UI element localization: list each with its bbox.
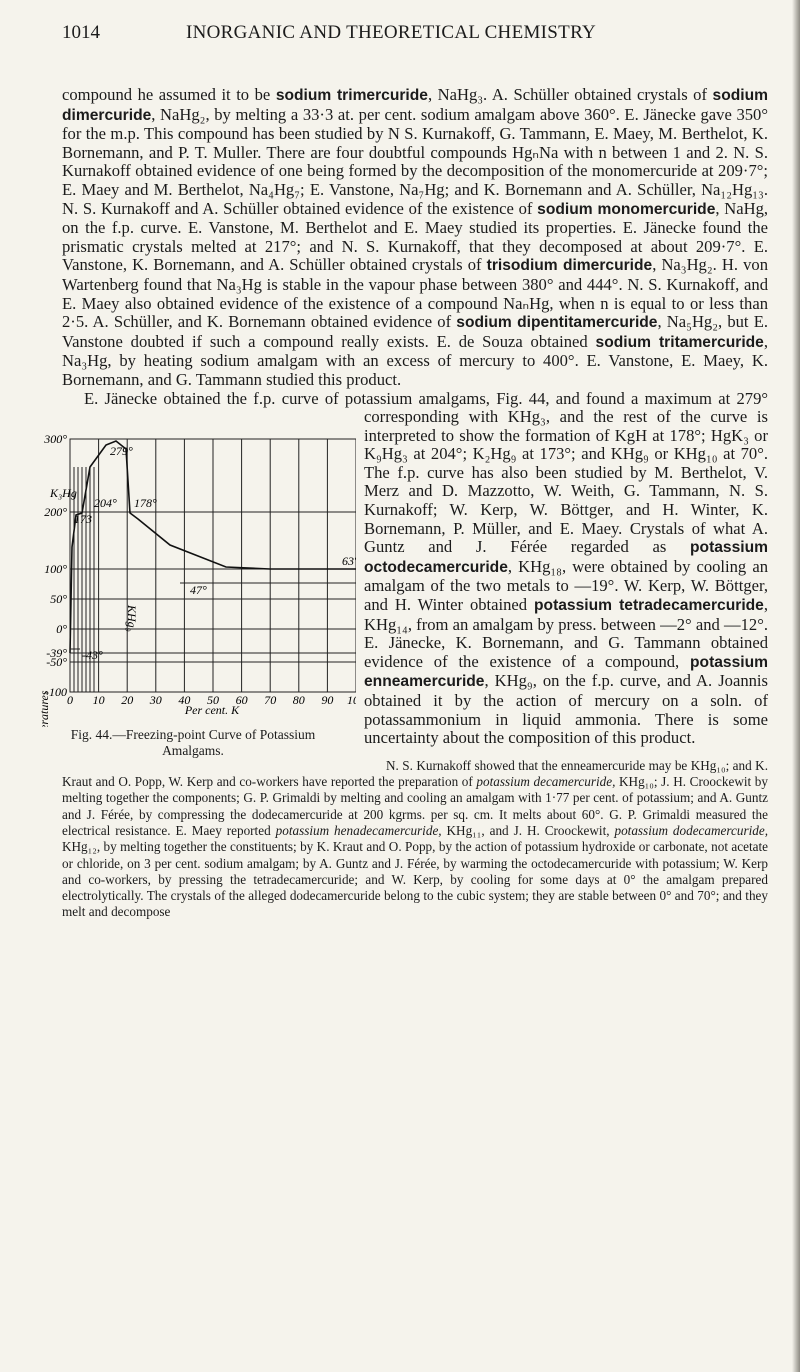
x-tick-label: 90 <box>321 693 333 707</box>
text-run: KHg₁₂, by melting together the constitue… <box>62 839 768 920</box>
compound-name: potassium tetradecamercuride <box>534 597 764 615</box>
compound-name: trisodium dimercuride <box>486 257 653 275</box>
text-run: KHg₁₀; J. H. Croockewit by melting toget… <box>62 774 768 838</box>
x-tick-label: 10 <box>93 693 105 707</box>
compound-name: sodium monomercuride <box>537 200 716 218</box>
header: 1014 INORGANIC AND THEORETICAL CHEMISTRY <box>62 22 768 46</box>
x-tick-label: 60 <box>236 693 248 707</box>
x-tick-label: 80 <box>293 693 305 707</box>
annotation: KHg₉ <box>125 604 139 632</box>
paragraph: compound he assumed it to be sodium trim… <box>62 85 769 390</box>
compound-name: sodium dimercuride <box>62 87 768 124</box>
annotation: K₃Hg <box>49 486 77 500</box>
compound-name: potassium decamercuride, <box>476 774 616 790</box>
figure: Temperatures Per cent. K 300° 200° 100° 50°… <box>30 427 356 759</box>
freezing-curve <box>69 439 356 653</box>
text-run: , Na₃Hg, by heating sodium amalgam with … <box>62 331 769 389</box>
x-tick-label: 30 <box>149 693 162 707</box>
text-run: , KHg₁₈, were obtained by cooling an ama… <box>364 556 768 615</box>
running-title: INORGANIC AND THEORETICAL CHEMISTRY <box>186 22 597 43</box>
compound-name: potassium enneamercuride <box>364 653 768 691</box>
y-tick-label: -39° <box>46 646 67 660</box>
annotation: 279° <box>110 444 133 458</box>
x-tick-label: 100 <box>347 693 356 707</box>
y-tick-label: -50° <box>46 655 67 669</box>
compound-name: potassium dodecamercuride, <box>614 822 769 838</box>
x-tick-label: 20 <box>121 693 133 707</box>
text-run: N. S. Kurnakoff showed that the enneamer… <box>62 757 768 790</box>
compound-name: sodium tritamercuride <box>595 333 764 351</box>
scan-edge <box>792 0 800 1372</box>
annotation: 63° <box>342 554 356 568</box>
annotation: 204° <box>94 496 117 510</box>
footnote: N. S. Kurnakoff showed that the enneamer… <box>62 758 768 921</box>
annotation: -43° <box>82 648 103 662</box>
text-run: , NaHg₃. A. Schüller obtained crystals o… <box>427 85 713 104</box>
x-axis-label: Per cent. K <box>184 703 240 717</box>
y-axis-label: Temperatures <box>37 690 51 727</box>
y-tick-label: 100° <box>44 562 67 576</box>
text-run: , KHg₉, on the f.p. curve, and A. Joanni… <box>364 671 768 748</box>
text-run: KHg₁₁, and J. H. Croockewit, <box>441 822 615 838</box>
x-tick-label: 70 <box>264 693 276 707</box>
page-number: 1014 <box>62 22 100 43</box>
x-tick-label: 0 <box>67 693 73 707</box>
compound-name: potassium henadecamercuride, <box>275 822 442 838</box>
text-run: , NaHg, on the f.p. curve. E. Vanstone, … <box>62 198 769 275</box>
y-tick-label: 200° <box>44 505 67 519</box>
annotation: 47° <box>190 583 207 597</box>
x-tick-label: 40 <box>178 693 190 707</box>
y-tick-label: 300° <box>43 432 67 446</box>
y-tick-label: 0° <box>56 622 67 636</box>
text-body: compound he assumed it to be sodium trim… <box>37 85 769 921</box>
text-run: compound he assumed it to be <box>62 85 276 104</box>
y-tick-label: 50° <box>50 592 67 606</box>
text-run: , KHg₁₄, from an amalgam by press. betwe… <box>364 595 769 671</box>
text-run: , Na₅Hg₂, but E. Vanstone doubted if suc… <box>62 312 768 351</box>
compound-name: potassium octodecamercuride <box>364 539 768 576</box>
compound-name: sodium dipentitamercuride <box>456 314 658 332</box>
text-run: , Na₃Hg₂. H. von Wartenberg found that N… <box>62 255 768 332</box>
compound-name: sodium trimercuride <box>275 87 428 104</box>
figure-caption: Fig. 44.—Freezing-point Curve of Potassi… <box>70 726 316 758</box>
annotation: 178° <box>134 496 157 510</box>
text-run: , NaHg₂, by melting a 33·3 at. per cent.… <box>62 104 768 218</box>
y-tick-label: -100 <box>45 685 67 699</box>
figure-diagram: Temperatures Per cent. K 300°200°100°50°… <box>37 432 356 727</box>
text-run: E. Jänecke obtained the f.p. curve of po… <box>84 388 768 557</box>
paragraph: Temperatures Per cent. K 300° 200° 100° 50°… <box>37 388 769 758</box>
x-tick-label: 50 <box>207 693 219 707</box>
annotation: 173 <box>74 512 92 526</box>
